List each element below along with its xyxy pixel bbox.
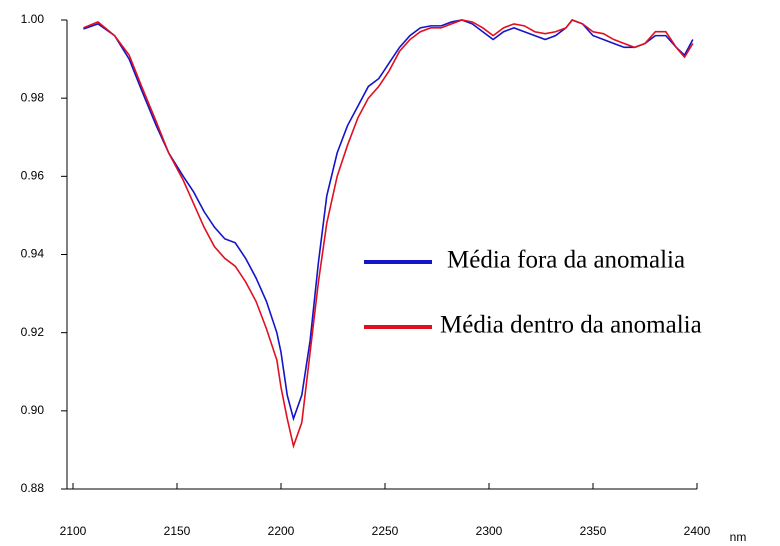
y-tick-label: 1.00 — [21, 12, 45, 26]
legend-label: Média dentro da anomalia — [440, 312, 702, 339]
x-tick-label: 2250 — [372, 524, 399, 538]
y-tick-label: 0.90 — [21, 403, 45, 417]
x-tick-label: 2350 — [580, 524, 607, 538]
x-tick-label: 2300 — [476, 524, 503, 538]
series-line — [83, 19, 694, 422]
legend-label: Média fora da anomalia — [447, 247, 685, 274]
y-tick-label: 0.88 — [21, 481, 45, 495]
series-line — [83, 19, 694, 449]
y-tick-label: 0.92 — [21, 325, 45, 339]
y-tick-label: 0.98 — [21, 90, 45, 104]
x-tick-label: 2400 — [684, 524, 711, 538]
y-tick-label: 0.94 — [21, 247, 45, 261]
x-tick-label: 2150 — [164, 524, 191, 538]
x-tick-label: 2200 — [268, 524, 295, 538]
x-tick-label: 2100 — [60, 524, 87, 538]
x-axis-label: nm — [730, 530, 747, 544]
y-tick-label: 0.96 — [21, 169, 45, 183]
